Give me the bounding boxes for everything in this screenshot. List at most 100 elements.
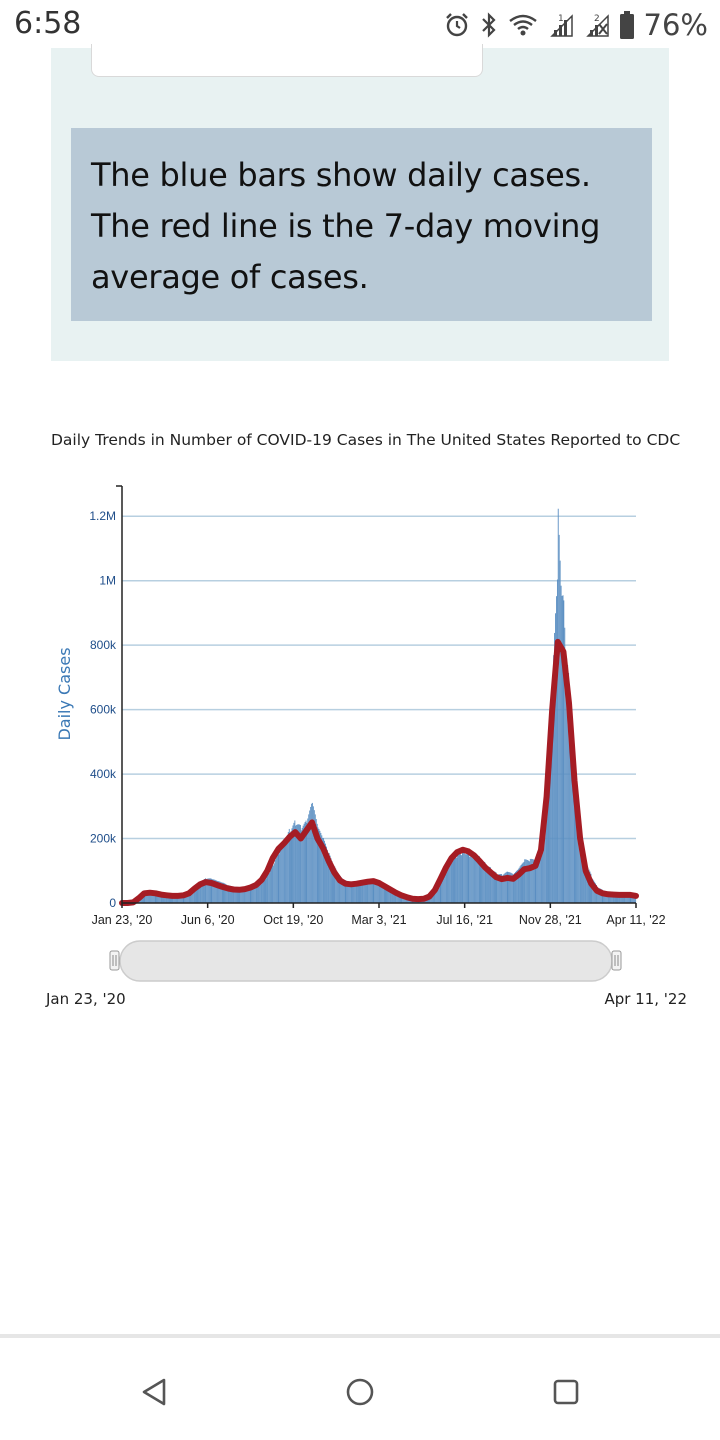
daily-case-bar[interactable] (163, 896, 165, 903)
daily-case-bar[interactable] (269, 873, 271, 903)
daily-case-bar[interactable] (165, 896, 167, 903)
daily-case-bar[interactable] (604, 890, 606, 903)
daily-case-bar[interactable] (299, 824, 300, 903)
daily-case-bar[interactable] (447, 862, 448, 903)
daily-case-bar[interactable] (241, 888, 243, 903)
daily-case-bar[interactable] (555, 613, 556, 903)
daily-case-bar[interactable] (437, 883, 439, 903)
daily-case-bar[interactable] (470, 855, 472, 903)
daily-case-bar[interactable] (156, 894, 158, 903)
daily-case-bar[interactable] (446, 863, 447, 903)
daily-case-bar[interactable] (185, 894, 187, 903)
daily-case-bar[interactable] (296, 824, 298, 903)
daily-case-bar[interactable] (546, 773, 548, 903)
daily-case-bar[interactable] (244, 887, 246, 903)
daily-case-bar[interactable] (192, 888, 194, 903)
back-button[interactable] (134, 1372, 174, 1412)
daily-case-bar[interactable] (242, 888, 244, 903)
daily-case-bar[interactable] (449, 861, 451, 903)
daily-case-bar[interactable] (380, 883, 382, 903)
daily-case-bar[interactable] (517, 869, 519, 903)
daily-case-bar[interactable] (539, 847, 541, 903)
daily-case-bar[interactable] (576, 798, 578, 903)
daily-case-bar[interactable] (360, 884, 362, 903)
daily-case-bar[interactable] (444, 870, 446, 903)
daily-case-bar[interactable] (383, 883, 385, 903)
daily-case-bar[interactable] (575, 793, 577, 903)
daily-case-bar[interactable] (503, 873, 505, 903)
daily-case-bar[interactable] (178, 896, 180, 903)
daily-case-bar[interactable] (456, 857, 458, 903)
daily-case-bar[interactable] (479, 862, 481, 903)
daily-case-bar[interactable] (591, 878, 593, 903)
daily-case-bar[interactable] (469, 856, 471, 903)
daily-case-bar[interactable] (513, 874, 514, 903)
daily-case-bar[interactable] (260, 884, 262, 903)
daily-case-bar[interactable] (390, 888, 392, 903)
daily-case-bar[interactable] (365, 884, 367, 903)
daily-case-bar[interactable] (218, 881, 220, 903)
daily-case-bar[interactable] (262, 880, 264, 903)
daily-case-bar[interactable] (529, 858, 531, 903)
daily-case-bar[interactable] (550, 726, 552, 903)
daily-case-bar[interactable] (203, 879, 204, 903)
daily-case-bar[interactable] (588, 869, 590, 903)
daily-case-bar[interactable] (359, 884, 361, 903)
daily-case-bar[interactable] (599, 888, 601, 904)
daily-case-bar[interactable] (217, 881, 219, 903)
daily-case-bar[interactable] (320, 832, 322, 903)
daily-case-bar[interactable] (369, 883, 371, 903)
daily-case-bar[interactable] (569, 721, 571, 903)
daily-case-bar[interactable] (199, 881, 201, 903)
daily-case-bar[interactable] (463, 851, 465, 903)
daily-case-bar[interactable] (432, 892, 434, 903)
daily-case-bar[interactable] (306, 822, 308, 903)
daily-case-bar[interactable] (491, 870, 493, 903)
daily-case-bar[interactable] (538, 849, 540, 903)
daily-case-bar[interactable] (382, 883, 384, 903)
daily-case-bar[interactable] (250, 886, 252, 903)
daily-case-bar[interactable] (315, 818, 317, 903)
daily-case-bar[interactable] (237, 888, 239, 903)
daily-case-bar[interactable] (256, 885, 257, 903)
daily-case-bar[interactable] (608, 892, 609, 903)
daily-case-bar[interactable] (585, 864, 587, 903)
daily-case-bar[interactable] (498, 874, 500, 903)
daily-case-bar[interactable] (214, 879, 216, 903)
daily-case-bar[interactable] (473, 858, 475, 903)
daily-case-bar[interactable] (258, 884, 259, 903)
daily-case-bar[interactable] (183, 896, 185, 903)
daily-case-bar[interactable] (592, 879, 594, 903)
daily-case-bar[interactable] (597, 887, 599, 903)
daily-case-bar[interactable] (635, 896, 637, 903)
daily-case-bar[interactable] (229, 885, 231, 903)
daily-case-bar[interactable] (622, 893, 624, 903)
daily-case-bar[interactable] (363, 883, 365, 903)
daily-case-bar[interactable] (462, 852, 463, 903)
daily-case-bar[interactable] (612, 892, 614, 903)
daily-case-bar[interactable] (371, 881, 373, 903)
daily-case-bar[interactable] (534, 860, 536, 903)
daily-case-bar[interactable] (389, 886, 391, 903)
daily-case-bar[interactable] (627, 894, 629, 903)
daily-case-bar[interactable] (330, 858, 332, 903)
daily-case-bar[interactable] (266, 876, 268, 903)
daily-case-bar[interactable] (609, 892, 611, 903)
daily-case-bar[interactable] (228, 885, 230, 903)
daily-case-bar[interactable] (624, 893, 626, 903)
daily-case-bar[interactable] (598, 888, 600, 903)
daily-case-bar[interactable] (259, 884, 261, 903)
daily-case-bar[interactable] (220, 882, 222, 903)
daily-case-bar[interactable] (200, 882, 202, 903)
daily-case-bar[interactable] (329, 855, 331, 903)
daily-case-bar[interactable] (351, 882, 352, 903)
daily-case-bar[interactable] (542, 818, 544, 903)
daily-case-bar[interactable] (146, 892, 148, 903)
daily-case-bar[interactable] (483, 861, 485, 903)
daily-case-bar[interactable] (270, 869, 272, 903)
daily-case-bar[interactable] (467, 851, 469, 903)
daily-case-bar[interactable] (532, 859, 534, 903)
daily-case-bar[interactable] (285, 838, 287, 903)
daily-case-bar[interactable] (265, 878, 267, 903)
daily-case-bar[interactable] (507, 871, 509, 903)
